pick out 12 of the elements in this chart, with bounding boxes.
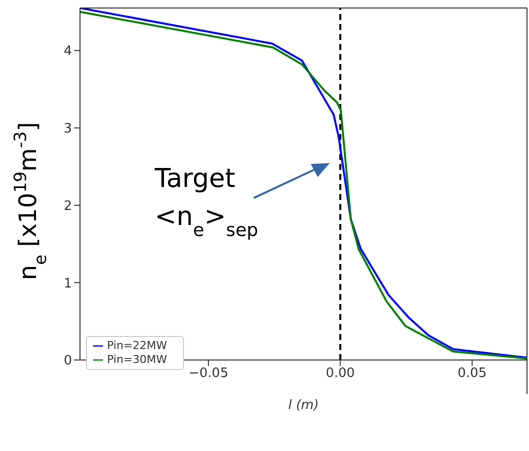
y-tick-label: 3 — [64, 122, 72, 137]
y-tick-label: 0 — [64, 354, 72, 369]
y-tick-label: 2 — [64, 198, 72, 214]
x-tick-label: 0.05 — [458, 366, 487, 382]
x-tick-label: −0.05 — [188, 366, 228, 382]
legend-label: Pin=30MW — [107, 353, 168, 366]
x-axis-title: l (m) — [288, 398, 319, 413]
x-tick-label: 0.00 — [326, 366, 355, 382]
y-tick-label: 1 — [64, 276, 72, 292]
legend-label: Pin=22MW — [107, 339, 168, 352]
annotation: Target <n$_{e}$>$_{sep}$ — [154, 164, 258, 240]
y-tick-label: 4 — [64, 44, 72, 60]
